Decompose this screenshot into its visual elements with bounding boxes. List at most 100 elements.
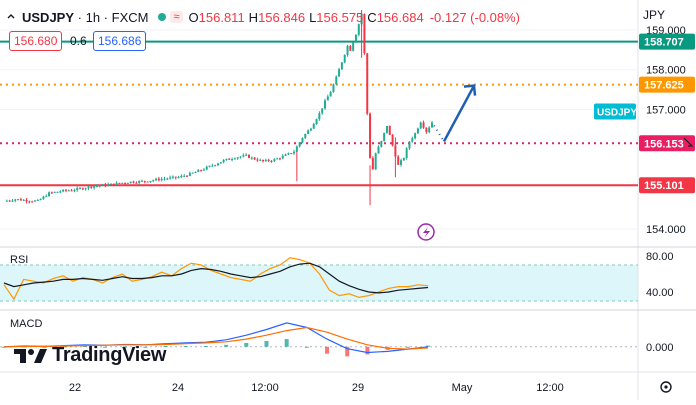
candle-body <box>180 175 183 178</box>
collapse-chevron-icon[interactable] <box>6 12 16 22</box>
candle-body <box>73 190 76 192</box>
macd-histogram-bar <box>82 346 87 347</box>
candle-body <box>276 158 279 160</box>
candle-body <box>191 172 194 174</box>
candle-body <box>338 69 341 77</box>
candle-body <box>262 159 265 162</box>
level-price-label: 155.101 <box>644 180 684 192</box>
candle-body <box>366 53 369 114</box>
candle-body <box>53 191 56 193</box>
candle-body <box>211 165 214 167</box>
interval-label[interactable]: 1h <box>85 9 101 25</box>
candle-body <box>290 153 293 155</box>
candle-body <box>236 157 239 159</box>
candle-body <box>22 199 25 201</box>
rsi-label[interactable]: RSI <box>10 254 29 266</box>
candle-body <box>76 188 79 191</box>
candle-body <box>87 186 90 189</box>
tradingview-logo[interactable]: TradingView <box>14 344 166 367</box>
candle-body <box>385 126 388 133</box>
candle-body <box>231 159 234 161</box>
macd-histogram-bar <box>42 346 47 348</box>
macd-histogram-bar <box>405 346 410 348</box>
symbol-name[interactable]: USDJPY <box>22 9 75 25</box>
macd-histogram-bar <box>2 346 6 348</box>
level-price-tag <box>639 135 695 152</box>
candle-body <box>414 133 417 139</box>
candle-body <box>197 170 200 173</box>
watermark-text: TradingView <box>52 344 167 366</box>
candle-body <box>259 159 262 161</box>
candle-body <box>50 192 53 194</box>
candle-body <box>67 190 70 192</box>
candle-body <box>214 165 217 167</box>
candle-body <box>5 200 8 202</box>
candle-body <box>270 160 273 162</box>
level-price-tag <box>639 76 695 93</box>
sell-price-button[interactable]: 156.680 <box>9 31 63 51</box>
candle-body <box>59 191 62 193</box>
settings-gear-icon <box>660 381 672 393</box>
candle-body <box>121 182 124 184</box>
candle-body <box>169 177 172 179</box>
price-tick-label: 158.000 <box>646 65 686 77</box>
candle-body <box>42 196 45 200</box>
candle-body <box>281 155 284 159</box>
high-value: 156.846 <box>258 9 306 25</box>
candle-body <box>422 122 425 128</box>
candle-body <box>183 175 186 177</box>
macd-histogram-bar <box>345 346 350 357</box>
candle-body <box>326 96 329 101</box>
candle-body <box>253 157 256 160</box>
time-tick-label: May <box>452 382 473 394</box>
candle-body <box>247 154 250 158</box>
candle-body <box>79 188 82 190</box>
replay-waves-icon[interactable]: ≈ <box>170 11 183 23</box>
candle-body <box>298 142 301 147</box>
price-axis-bg <box>638 0 696 400</box>
candle-body <box>90 186 93 188</box>
cursor-icon <box>683 137 694 147</box>
candle-body <box>188 172 191 176</box>
macd-label[interactable]: MACD <box>10 318 43 330</box>
candle-body <box>225 158 228 160</box>
candle-body <box>174 176 177 178</box>
candle-body <box>377 146 380 154</box>
candle-body <box>369 113 372 158</box>
candle-body <box>354 34 357 43</box>
candle-body <box>332 84 335 93</box>
high-key: H <box>248 9 259 25</box>
legend-header: USDJPY · 1h · FXCM ≈ O 156.811 H 156.846 L… <box>6 8 520 26</box>
candle-body <box>17 199 20 201</box>
macd-histogram-bar <box>62 346 67 348</box>
candle-body <box>146 181 149 183</box>
macd-histogram-bar <box>264 341 269 347</box>
candle-body <box>419 122 422 129</box>
candle-body <box>428 127 431 133</box>
macd-histogram-bar <box>244 342 249 347</box>
open-value: 156.811 <box>198 9 245 25</box>
level-price-tag <box>639 177 695 194</box>
candle-body <box>64 189 67 191</box>
macd-histogram-bar <box>102 346 107 348</box>
candle-body <box>301 137 304 143</box>
buy-price-button[interactable]: 156.686 <box>93 31 147 51</box>
candle-body <box>388 126 391 135</box>
candle-body <box>256 159 259 161</box>
candle-body <box>186 175 189 177</box>
candle-body <box>380 140 383 147</box>
candle-body <box>126 182 129 184</box>
rsi-series-line <box>3 262 429 294</box>
candle-body <box>110 183 112 185</box>
candle-body <box>62 189 65 192</box>
candle-body <box>101 184 104 186</box>
candle-body <box>104 184 107 186</box>
candle-body <box>81 188 84 190</box>
candle-body <box>171 176 174 178</box>
candle-body <box>264 159 267 162</box>
currency-label[interactable]: JPY <box>643 8 666 22</box>
rsi-series-line <box>3 257 429 301</box>
market-open-icon <box>158 13 167 21</box>
